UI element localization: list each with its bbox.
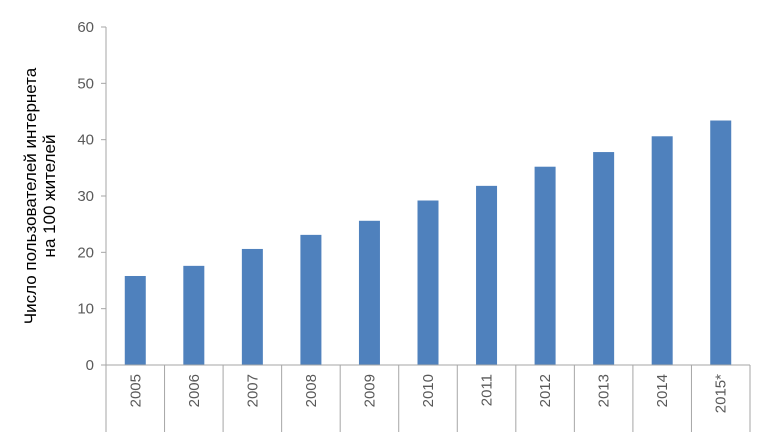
y-axis-ticks: 0 10 20 30 40 50 60 bbox=[77, 19, 94, 374]
y-tick-label: 60 bbox=[77, 19, 94, 36]
x-tick-label: 2012 bbox=[537, 374, 554, 407]
bars bbox=[124, 120, 732, 365]
x-tick-label: 2013 bbox=[596, 374, 613, 407]
bar-2005 bbox=[124, 275, 146, 365]
bar-2012 bbox=[534, 166, 556, 365]
y-tick-label: 20 bbox=[77, 244, 94, 261]
y-axis-title-line-2: на 100 жителей bbox=[40, 135, 59, 258]
y-tick-label: 30 bbox=[77, 188, 94, 205]
y-axis-title: Число пользователей интернета на 100 жит… bbox=[21, 67, 59, 324]
x-tick-label: 2014 bbox=[654, 374, 671, 407]
x-tick-label: 2005 bbox=[127, 374, 144, 407]
bar-2014 bbox=[651, 136, 673, 365]
bar-2011 bbox=[476, 185, 498, 365]
bar-2009 bbox=[358, 220, 380, 365]
x-tick-label: 2010 bbox=[420, 374, 437, 407]
bar-2010 bbox=[417, 200, 439, 365]
x-tick-label: 2015* bbox=[713, 374, 730, 413]
y-tick-label: 10 bbox=[77, 301, 94, 318]
x-tick-label: 2008 bbox=[303, 374, 320, 407]
x-tick-label: 2007 bbox=[244, 374, 261, 407]
x-tick-label: 2011 bbox=[479, 374, 496, 406]
bar-2013 bbox=[593, 152, 615, 365]
axes bbox=[101, 26, 751, 432]
bar-2006 bbox=[183, 265, 205, 365]
x-tick-label: 2006 bbox=[186, 374, 203, 407]
x-tick-label: 2009 bbox=[361, 374, 378, 407]
y-axis-title-line-1: Число пользователей интернета bbox=[21, 67, 40, 324]
bar-2015 bbox=[710, 120, 732, 365]
bar-2007 bbox=[241, 248, 263, 365]
y-tick-label: 0 bbox=[86, 357, 94, 374]
y-tick-label: 50 bbox=[77, 75, 94, 92]
x-axis-ticks: 2005 2006 2007 2008 2009 2010 2011 2012 2013 2014… bbox=[127, 374, 729, 413]
bar-2008 bbox=[300, 234, 322, 365]
y-tick-label: 40 bbox=[77, 132, 94, 149]
